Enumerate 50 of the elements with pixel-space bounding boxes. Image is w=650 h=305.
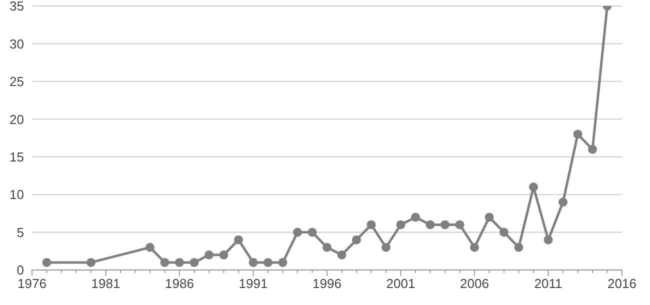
point [529,182,538,192]
point [264,258,272,267]
x-tick-label: 2006 [460,276,489,291]
x-tick-label: 1986 [165,276,194,291]
x-tick-label: 2011 [534,276,562,291]
point [175,258,184,267]
y-tick-label: 30 [10,36,24,52]
point [426,220,435,230]
y-tick-label: 25 [10,74,24,90]
point [293,228,302,237]
x-tick-label: 1991 [238,276,268,291]
point [234,235,243,244]
point [248,258,258,267]
x-tick-label: 1976 [18,276,46,291]
point [514,242,524,252]
point [382,242,390,252]
point [411,212,420,222]
point [322,242,332,252]
x-tick-label: 2001 [386,276,416,291]
x-tick-label: 1981 [91,276,120,291]
point [396,220,406,230]
x-tick-label: 2016 [608,276,636,291]
y-tick-label: 35 [10,0,24,14]
point [337,250,346,260]
point [544,235,553,244]
y-tick-label: 5 [16,224,24,240]
x-tick-label: 1996 [312,276,342,291]
point [146,242,154,252]
y-tick-label: 0 [16,262,24,278]
point [42,258,52,267]
y-tick-label: 10 [10,187,24,202]
point [86,258,96,267]
point [455,220,464,230]
point [204,250,214,260]
point [366,220,376,230]
point [484,212,494,222]
point [160,258,170,267]
point [219,250,228,260]
point [190,258,199,267]
point [352,235,361,244]
point [440,220,450,230]
y-tick-label: 15 [10,149,24,164]
point [308,228,317,237]
point [558,198,568,207]
point [573,130,582,139]
point [500,228,508,237]
point [470,242,479,252]
point [278,258,288,267]
point [588,144,597,154]
y-tick-label: 20 [10,112,24,127]
